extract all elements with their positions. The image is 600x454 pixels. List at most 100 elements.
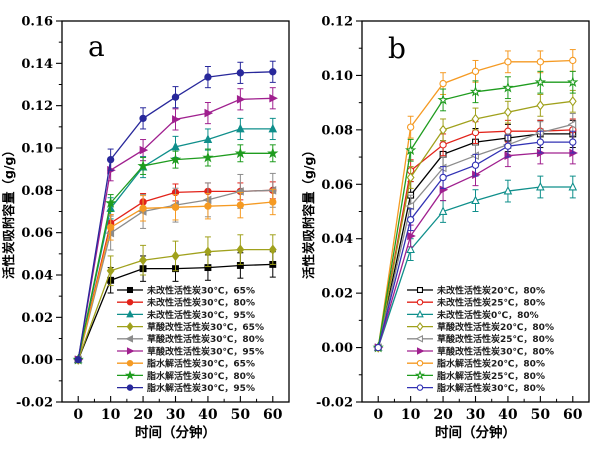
y-tick-label: -0.02 <box>16 396 53 411</box>
data-point-marker <box>374 343 382 352</box>
legend-label: 草酸改性活性炭30℃，80% <box>147 333 264 345</box>
panel-b: 0 10 20 30 40 50 60 -0.02 0.00 0.02 0.04 0.06 0.08 0.… <box>301 15 590 441</box>
data-point-marker <box>139 145 149 155</box>
data-point-marker <box>171 93 180 101</box>
data-point-marker <box>139 114 147 123</box>
data-point-marker <box>504 151 514 160</box>
legend-item: 未改性活性炭30℃，95% <box>117 309 255 321</box>
data-point-marker <box>236 201 245 209</box>
legend-item: 未改性活性炭20℃，80% <box>407 284 545 296</box>
y-tick-label: 0.16 <box>21 15 53 30</box>
legend-label: 脂水解活性炭30℃，80% <box>146 370 255 382</box>
data-point-marker <box>204 202 212 210</box>
legend-label: 脂水解活性炭25℃，80% <box>436 370 545 382</box>
y-tick-label: 0.00 <box>321 341 353 356</box>
legend-marker <box>126 322 134 332</box>
data-point-marker <box>469 85 482 97</box>
legend-label: 草酸改性活性炭30℃，80% <box>437 345 554 357</box>
data-point-marker <box>437 163 447 173</box>
legend-label: 未改性活性炭30℃，80% <box>146 297 255 309</box>
y-tick-label: 0.10 <box>21 142 53 157</box>
data-point-marker <box>471 195 480 205</box>
legend-marker <box>416 322 424 332</box>
data-point-marker <box>471 113 480 125</box>
panel-letter: a <box>88 30 105 63</box>
data-point-marker <box>405 144 417 156</box>
data-point-marker <box>504 127 512 135</box>
data-point-marker <box>171 250 180 262</box>
data-point-marker <box>568 96 577 107</box>
data-point-marker <box>236 123 245 133</box>
legend-marker <box>126 359 134 367</box>
legend-item: 脂水解活性炭30℃，80% <box>407 382 545 394</box>
data-point-marker <box>171 141 180 151</box>
series-7 <box>72 144 279 365</box>
y-tick-label: 0.06 <box>321 178 353 193</box>
x-tick-label: 50 <box>531 407 551 423</box>
data-point-marker <box>534 76 546 88</box>
data-point-marker <box>236 69 245 77</box>
data-point-marker <box>439 173 447 182</box>
legend-item: 未改性活性炭25℃，80% <box>407 297 545 309</box>
x-tick-label: 0 <box>73 407 83 423</box>
y-tick-label: 0.00 <box>21 353 53 368</box>
data-point-marker <box>568 181 578 191</box>
legend-label: 草酸改性活性炭25℃，80% <box>437 333 554 345</box>
legend-marker <box>126 298 134 306</box>
data-point-marker <box>169 153 182 165</box>
data-point-marker <box>106 155 115 164</box>
data-point-marker <box>269 68 277 76</box>
data-point-marker <box>139 204 147 213</box>
x-tick-label: 40 <box>198 407 218 423</box>
legend-label: 未改性活性炭30℃，65% <box>146 284 255 296</box>
data-point-marker <box>202 195 212 205</box>
legend-label: 未改性活性炭0℃，80% <box>436 309 539 321</box>
legend-label: 草酸改性活性炭30℃，65% <box>147 321 264 333</box>
data-point-marker <box>204 246 212 257</box>
legend-marker <box>414 370 426 380</box>
data-point-marker <box>405 201 415 211</box>
y-tick-label: 0.04 <box>321 232 353 247</box>
data-point-marker <box>406 215 415 224</box>
legend-item: 草酸改性活性炭30℃，80% <box>117 333 264 345</box>
panel-a: 0 10 20 30 40 50 60 -0.02 0.00 0.02 0.04 0.06 0.08 0.… <box>1 15 290 441</box>
y-tick-label: 0.02 <box>21 311 53 326</box>
data-point-marker <box>268 244 277 255</box>
series-6 <box>74 188 277 364</box>
legend-label: 未改性活性炭25℃，80% <box>436 297 545 309</box>
legend-item: 脂水解活性炭30℃，65% <box>117 358 255 370</box>
legend-item: 草酸改性活性炭20℃，80% <box>407 321 554 333</box>
data-point-marker <box>569 56 577 65</box>
legend-item: 未改性活性炭30℃，80% <box>117 297 255 309</box>
y-tick-label: 0.10 <box>321 69 353 84</box>
x-tick-label: 60 <box>263 407 283 423</box>
x-tick-label: 30 <box>466 407 486 423</box>
legend-label: 脂水解活性炭30℃，80% <box>436 382 545 394</box>
data-point-marker <box>406 123 415 131</box>
data-point-marker <box>470 151 479 160</box>
data-point-marker <box>437 93 449 105</box>
data-point-marker <box>236 244 245 255</box>
legend-marker <box>126 309 134 318</box>
legend-item: 草酸改性活性炭25℃，80% <box>407 333 554 345</box>
data-point-marker <box>171 203 180 211</box>
legend-item: 脂水解活性炭30℃，95% <box>117 382 255 394</box>
data-point-marker <box>234 147 246 159</box>
legend-marker <box>416 359 424 367</box>
y-tick-label: 0.02 <box>321 287 353 302</box>
x-tick-label: 40 <box>498 407 518 423</box>
data-point-marker <box>567 120 577 129</box>
x-tick-label: 20 <box>133 407 153 423</box>
data-point-marker <box>504 107 512 118</box>
data-point-marker <box>504 142 512 150</box>
data-point-marker <box>106 223 115 232</box>
data-point-marker <box>536 100 545 111</box>
data-point-marker <box>203 134 213 143</box>
legend-item: 脂水解活性炭30℃，80% <box>117 370 255 382</box>
data-point-marker <box>536 138 545 146</box>
legend-label: 草酸改性活性炭20℃，80% <box>437 321 554 333</box>
y-tick-label: 0.08 <box>321 123 353 138</box>
legend-label: 未改性活性炭30℃，95% <box>146 309 255 321</box>
